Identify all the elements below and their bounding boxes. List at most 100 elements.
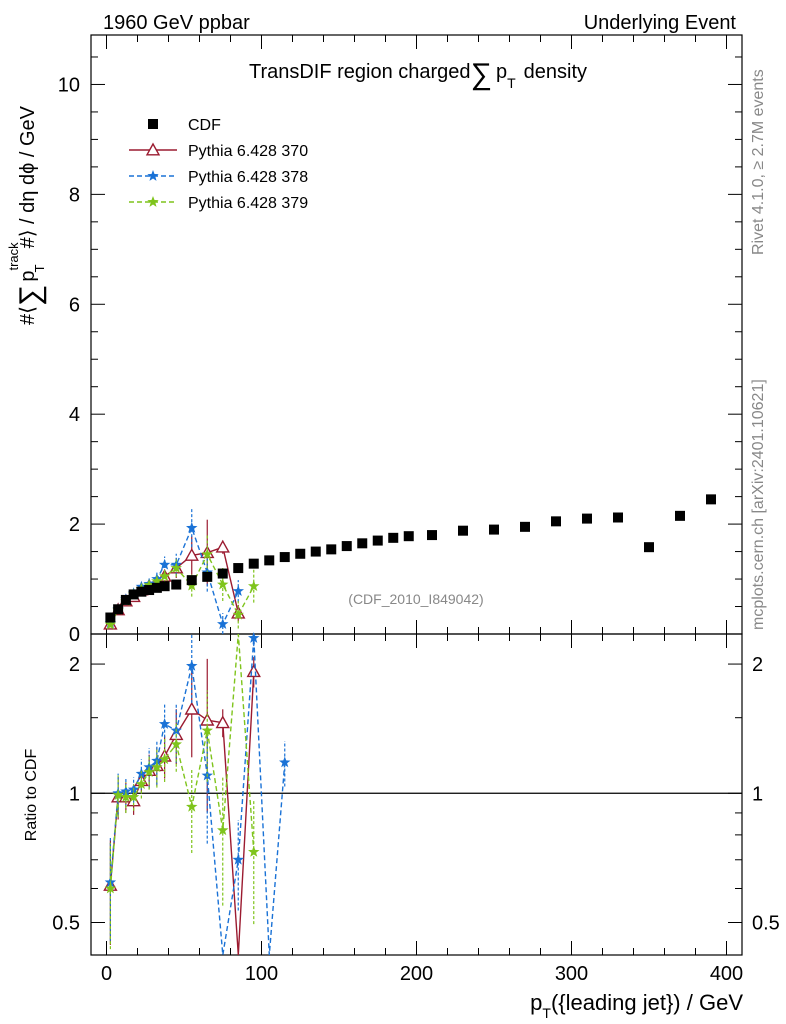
data-point [372, 535, 383, 546]
ratio-point [246, 664, 261, 678]
legend-marker [148, 119, 158, 129]
x-axis-label: pT({leading jet}) / GeV [530, 990, 743, 1021]
ratio-point [170, 738, 182, 750]
ratio-point [120, 791, 132, 802]
x-tick-label: 400 [710, 963, 743, 985]
legend-label: Pythia 6.428 370 [188, 143, 308, 160]
ratio-point [158, 718, 171, 729]
ratio-data-group [103, 632, 291, 956]
ratio-point [248, 845, 260, 857]
data-point [170, 562, 182, 573]
data-point [113, 604, 124, 615]
data-point [233, 563, 244, 574]
data-point [458, 525, 468, 536]
plot-title: TransDIF region charged∑ pT density [249, 58, 587, 91]
data-point [520, 521, 530, 532]
ratio-point [151, 761, 163, 773]
ratio-point [215, 715, 230, 729]
title-suffix: density [524, 61, 587, 83]
data-point [279, 552, 290, 563]
rivet-label: Rivet 4.1.0, ≥ 2.7M events [750, 69, 767, 255]
xlabel-rest: ({leading jet}) / GeV [551, 990, 743, 1015]
ratio-frame [90, 633, 743, 956]
x-tick-label: 0 [101, 963, 112, 985]
legend: CDF Pythia 6.428 370 Pythia 6.428 378 Pythi… [129, 117, 308, 212]
analysis-tag: (CDF_2010_I849042) [348, 591, 483, 607]
ratio-y-tick-label: 1 [69, 783, 80, 805]
y-tick-label: 6 [69, 294, 80, 316]
data-point [295, 548, 306, 559]
data-point [186, 575, 197, 586]
data-point [427, 530, 437, 541]
data-point [644, 542, 654, 553]
ylabel-post: #⟩ / dη dϕ / GeV [17, 105, 39, 248]
data-point [706, 494, 716, 505]
data-point [217, 578, 229, 590]
legend-label: Pythia 6.428 378 [188, 169, 308, 186]
ratio-point [184, 701, 199, 715]
data-point [158, 558, 171, 570]
ratio-point [201, 724, 213, 736]
data-point [388, 532, 399, 543]
data-point [613, 512, 623, 523]
data-point [582, 513, 592, 524]
data-point [264, 555, 275, 566]
data-point [310, 546, 321, 557]
data-point [128, 589, 139, 600]
title-var: p [496, 61, 507, 83]
title-sum: ∑ [471, 58, 492, 91]
data-point [326, 544, 337, 555]
data-point [151, 575, 163, 587]
data-point [186, 521, 198, 533]
data-point [202, 571, 213, 582]
ratio-axes-group: 0.5 0.5 1 1 2 2 [52, 634, 780, 955]
header-left: 1960 GeV ppbar [103, 12, 250, 34]
data-point [248, 558, 259, 569]
legend-marker [145, 142, 161, 156]
data-point [136, 586, 147, 597]
main-data-group [103, 494, 716, 634]
ratio-point [158, 753, 171, 765]
ratio-point [127, 791, 140, 802]
ylabel-sup: track [6, 242, 21, 271]
ratio-point [104, 882, 117, 894]
header-right: Underlying Event [584, 12, 737, 34]
ratio-point [232, 853, 244, 865]
data-point [143, 579, 155, 590]
x-tick-label: 300 [555, 963, 588, 985]
y-tick-label: 8 [69, 184, 80, 206]
data-point [357, 538, 368, 549]
ratio-y-tick-label: 2 [69, 654, 80, 676]
data-point [104, 618, 117, 630]
data-point [171, 579, 182, 590]
ratio-y-tick-label: 0.5 [52, 912, 80, 934]
ratio-point [248, 632, 260, 643]
xlabel-p: p [530, 990, 542, 1015]
data-point [158, 570, 171, 582]
ylabel-sum: ∑ [14, 285, 47, 306]
data-point [551, 516, 561, 527]
ratio-point [112, 789, 124, 800]
data-point [159, 581, 170, 592]
legend-marker [147, 196, 159, 207]
mcplots-label: mcplots.cern.ch [arXiv:2401.10621] [750, 379, 767, 630]
legend-marker [147, 170, 159, 181]
data-point [675, 510, 685, 521]
x-tick-label: 200 [400, 963, 433, 985]
data-point [403, 531, 414, 542]
data-point [201, 548, 213, 560]
ratio-y-tick-label-right: 1 [752, 783, 763, 805]
ratio-line [109, 637, 286, 956]
data-point [144, 585, 155, 596]
axes-group: 0 100 200 300 400 0 2 4 6 8 10 [58, 35, 743, 985]
y-tick-label: 2 [69, 514, 80, 536]
title-sub: T [507, 75, 516, 91]
legend-label: CDF [188, 117, 221, 134]
ylabel-sub: T [32, 264, 47, 272]
ratio-point [186, 659, 198, 671]
xlabel-sub: T [542, 1005, 551, 1021]
ratio-point [186, 800, 198, 812]
ratio-y-label: Ratio to CDF [23, 749, 40, 842]
data-point [232, 608, 244, 620]
